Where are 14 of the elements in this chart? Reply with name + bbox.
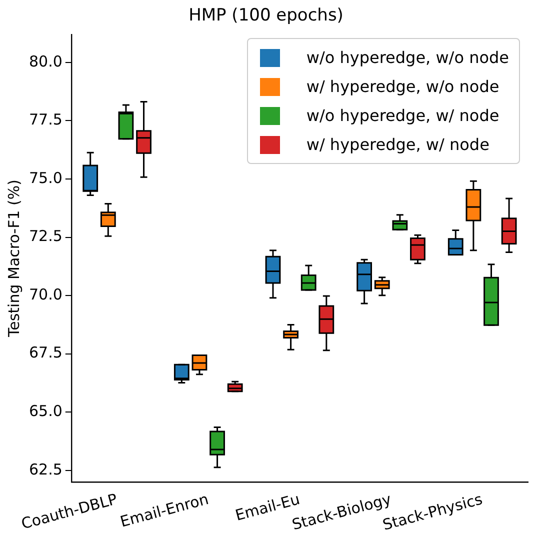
y-tick-label: 65.0 — [28, 402, 62, 420]
y-tick-label: 80.0 — [28, 52, 62, 70]
legend-label: w/ hyperedge, w/ node — [306, 135, 490, 154]
chart-title: HMP (100 epochs) — [188, 6, 344, 26]
legend-label: w/o hyperedge, w/ node — [306, 106, 500, 126]
y-tick-label: 67.5 — [28, 344, 62, 362]
y-tick-label: 77.5 — [28, 110, 62, 129]
y-tick-label: 70.0 — [28, 285, 62, 304]
y-axis-title: Testing Macro-F1 (%) — [4, 180, 23, 338]
y-tick-label: 62.5 — [28, 460, 62, 478]
y-tick-label: 75.0 — [28, 168, 62, 187]
legend-label: w/ hyperedge, w/o node — [306, 77, 500, 96]
legend-label: w/o hyperedge, w/o node — [306, 48, 509, 68]
y-tick-label: 72.5 — [28, 227, 62, 246]
